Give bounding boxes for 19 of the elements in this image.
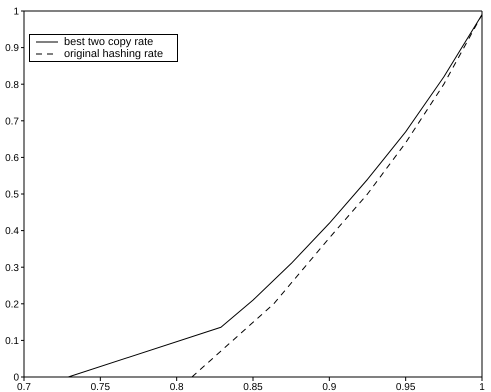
y-tick-label: 0.7	[5, 116, 20, 128]
legend-label: original hashing rate	[64, 48, 164, 60]
x-tick-label: 0.85	[243, 382, 264, 392]
y-tick-label: 0.1	[5, 336, 20, 347]
y-tick-label: 0.2	[5, 299, 20, 310]
y-tick-label: 1	[13, 6, 20, 18]
y-tick-label: 0.5	[5, 190, 20, 201]
y-tick-label: 0.9	[5, 43, 20, 54]
y-tick-label: 0.6	[5, 152, 20, 164]
x-tick-label: 0.95	[396, 382, 416, 392]
legend-label: best two copy rate	[64, 36, 154, 48]
x-tick-label: 0.8	[170, 382, 184, 392]
x-tick-label: 1	[479, 382, 486, 392]
y-tick-label: 0	[13, 372, 20, 384]
y-tick-label: 0.3	[5, 262, 20, 274]
y-tick-label: 0.4	[5, 226, 20, 238]
y-tick-label: 0.8	[5, 80, 20, 91]
x-tick-label: 0.75	[90, 382, 110, 392]
x-tick-label: 0.9	[322, 382, 337, 392]
